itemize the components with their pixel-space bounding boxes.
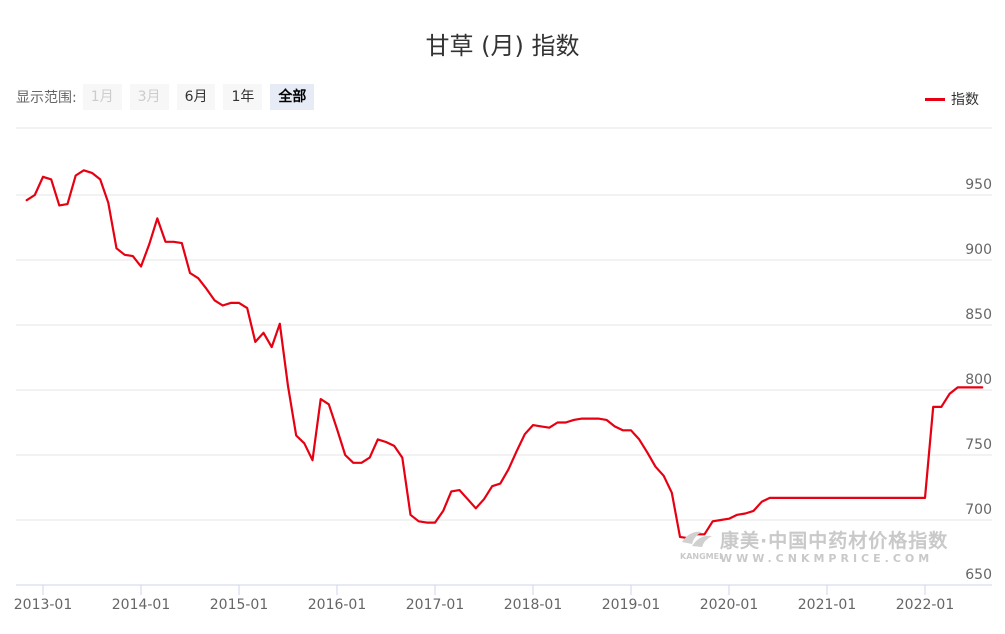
x-tick-label: 2015-01 xyxy=(210,597,269,613)
legend[interactable]: 指数 xyxy=(925,89,979,109)
y-tick-label: 700 xyxy=(965,502,992,518)
x-tick-label: 2016-01 xyxy=(308,597,367,613)
range-button-6m[interactable]: 6月 xyxy=(176,84,216,110)
x-tick-label: 2017-01 xyxy=(406,597,465,613)
x-tick-label: 2022-01 xyxy=(896,597,955,613)
y-tick-label: 800 xyxy=(965,372,992,388)
chart-title: 甘草 (月) 指数 xyxy=(425,32,580,60)
range-button-all[interactable]: 全部 xyxy=(270,84,315,110)
y-tick-label: 850 xyxy=(965,307,992,323)
x-tick-label: 2013-01 xyxy=(14,597,73,613)
x-tick-label: 2020-01 xyxy=(700,597,759,613)
y-tick-label: 650 xyxy=(965,567,992,583)
x-tick-label: 2014-01 xyxy=(112,597,171,613)
x-tick-label: 2021-01 xyxy=(798,597,857,613)
series-line-index xyxy=(25,169,984,540)
range-button-3m[interactable]: 3月 xyxy=(129,84,169,110)
y-tick-label: 900 xyxy=(965,242,992,258)
range-selector: 显示范围: 1月 3月 6月 1年 全部 xyxy=(16,84,322,110)
y-tick-label: 950 xyxy=(965,177,992,193)
legend-line-swatch xyxy=(925,97,945,101)
x-tick-label: 2018-01 xyxy=(504,597,563,613)
x-tick-label: 2019-01 xyxy=(602,597,661,613)
legend-label: 指数 xyxy=(951,92,979,108)
range-selector-label: 显示范围: xyxy=(16,90,77,106)
range-button-1m[interactable]: 1月 xyxy=(82,84,122,110)
range-button-1y[interactable]: 1年 xyxy=(223,84,263,110)
y-tick-label: 750 xyxy=(965,437,992,453)
